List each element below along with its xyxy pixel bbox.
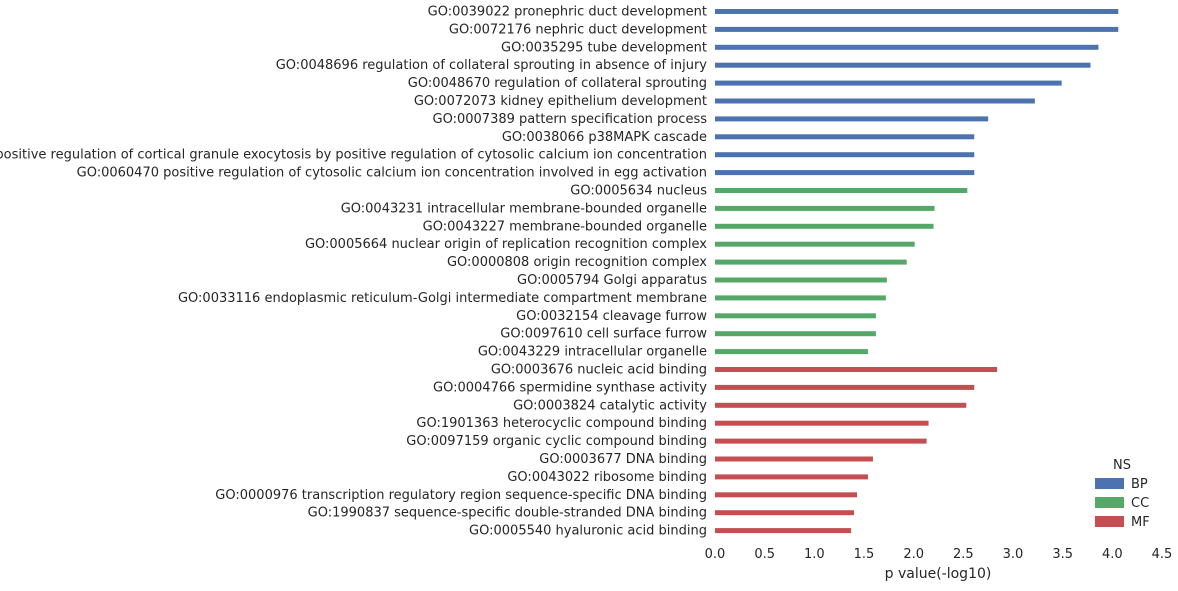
x-tick-label: 3.0 [1003,547,1024,562]
bars-layer [715,9,1119,534]
x-tick-labels-layer: 0.0 0.5 1.0 1.5 2.0 2.5 3.0 3.5 4.0 4.5 [705,547,1173,562]
category-labels-layer: GO:0039022 pronephric duct development GO… [0,5,707,539]
bar [715,313,876,319]
category-label: GO:1990837 sequence-specific double-stra… [308,506,707,521]
category-label: GO:0060470 positive regulation of cytoso… [77,166,707,181]
bar [715,474,868,480]
category-label: GO:0039022 pronephric duct development [428,5,707,20]
category-label: GO:0005794 Golgi apparatus [517,273,707,288]
category-label: GO:0000976 transcription regulatory regi… [215,488,707,503]
x-tick-label: 4.0 [1102,547,1123,562]
x-tick-label: 2.5 [953,547,974,562]
bar [715,331,876,337]
legend-label: MF [1131,515,1150,530]
bar [715,349,868,355]
category-label: GO:0043227 membrane-bounded organelle [423,219,707,234]
legend-label: BP [1131,477,1148,492]
category-label: GO:0007389 pattern specification process [433,112,708,127]
category-label: GO:0097610 cell surface furrow [500,327,707,342]
x-tick-label: 0.0 [705,547,726,562]
bar [715,367,998,372]
bar [715,80,1062,86]
legend-title: NS [1113,458,1131,473]
bar [715,26,1119,32]
category-label: GO:0043229 intracellular organelle [478,345,707,360]
bar [715,295,886,301]
bar [715,259,907,265]
legend-swatch [1095,497,1124,508]
category-label: GO:0043022 ribosome binding [507,470,707,485]
bar [715,402,967,408]
bar [715,384,975,390]
bar [715,188,968,193]
x-tick-label: 1.5 [854,547,875,562]
category-label: GO:0005664 nuclear origin of replication… [305,237,707,252]
category-label: GO:0048670 regulation of collateral spro… [408,76,707,91]
category-label: GO:0003677 DNA binding [539,452,707,467]
category-label: GO:0032154 cleavage furrow [516,309,707,324]
bar [715,456,873,462]
legend-swatch [1095,516,1124,527]
bar [715,134,975,140]
bar [715,9,1119,14]
x-tick-label: 2.0 [903,547,924,562]
bar [715,420,929,426]
category-label: GO:0005634 nucleus [570,184,707,199]
category-label: GO:0033116 endoplasmic reticulum-Golgi i… [178,291,707,306]
legend-label: CC [1131,496,1149,511]
bar [715,528,852,534]
bar [715,223,934,229]
category-label: GO:0003676 nucleic acid binding [491,363,707,378]
bar [715,241,915,247]
bar [715,492,858,498]
category-label: GO:0003824 catalytic activity [513,398,707,413]
x-tick-label: 3.5 [1052,547,1073,562]
category-label: GO:0038066 p38MAPK cascade [502,130,707,145]
x-tick-label: 1.0 [804,547,825,562]
x-tick-label: 4.5 [1152,547,1173,562]
legend-swatch [1095,478,1124,489]
category-label: GO:0000808 origin recognition complex [447,255,707,270]
bar [715,98,1035,104]
bar [715,152,975,158]
category-label: GO:0097159 organic cyclic compound bindi… [406,434,707,449]
category-label: GO:0060472 positive regulation of cortic… [0,148,707,163]
bar [715,116,989,122]
category-label: GO:0072073 kidney epithelium development [414,94,707,109]
category-label: GO:0043231 intracellular membrane-bounde… [341,201,707,216]
category-label: GO:1901363 heterocyclic compound binding [416,416,707,431]
category-label: GO:0035295 tube development [501,40,707,55]
category-label: GO:0005540 hyaluronic acid binding [469,524,707,539]
category-label: GO:0004766 spermidine synthase activity [433,380,707,395]
bar [715,438,927,444]
category-label: GO:0072176 nephric duct development [449,22,707,37]
x-axis-label: p value(-log10) [885,566,992,582]
x-tick-label: 0.5 [754,547,775,562]
bar [715,62,1091,68]
bar [715,277,887,283]
bar [715,510,855,516]
bar [715,205,935,211]
bar [715,170,975,176]
bar [715,44,1099,50]
category-label: GO:0048696 regulation of collateral spro… [276,58,708,73]
